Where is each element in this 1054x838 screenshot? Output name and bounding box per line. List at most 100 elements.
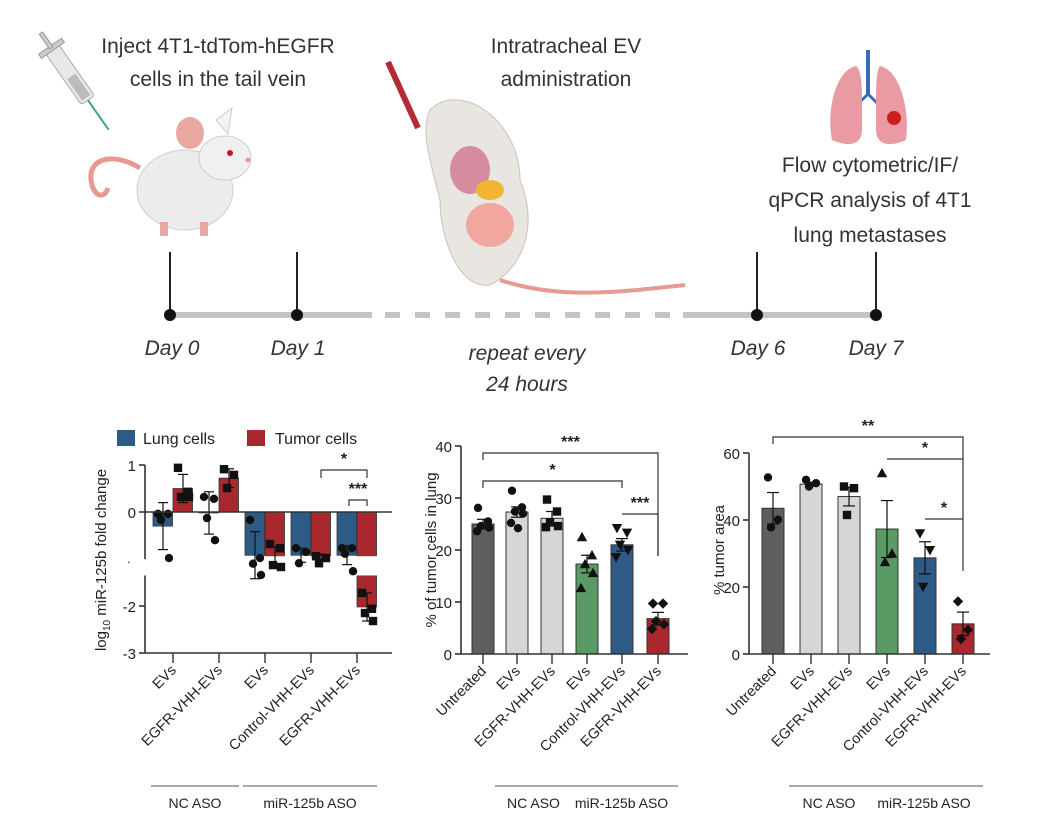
data-point (575, 582, 587, 593)
step3-text-line1: Flow cytometric/IF/ (782, 154, 958, 177)
day-1-label: Day 1 (271, 337, 326, 360)
y-tick-label: 1 (128, 458, 136, 475)
data-point (484, 523, 494, 532)
data-point (553, 521, 563, 531)
data-point (962, 624, 974, 636)
step3-text-line3: lung metastases (794, 224, 947, 247)
group-label: miR-125b ASO (877, 795, 970, 811)
data-point (622, 545, 634, 556)
timeline-day-marker (291, 309, 303, 321)
group-label: miR-125b ASO (575, 795, 668, 811)
significance-label: * (941, 500, 948, 517)
bar-0 (471, 523, 495, 655)
data-point (348, 567, 358, 576)
data-point (255, 553, 265, 563)
data-point (291, 543, 301, 553)
y-tick-label: -2 (123, 599, 136, 616)
data-point (552, 507, 562, 516)
group-label: NC ASO (803, 795, 856, 811)
data-point (849, 483, 859, 493)
data-point (924, 545, 936, 556)
x-category-label: EVs (242, 663, 272, 693)
significance-bracket (482, 480, 623, 488)
legend-swatch-tumor (247, 430, 265, 446)
y-tick-label: 0 (128, 505, 136, 522)
bar-tumor-3 (310, 511, 331, 558)
bar-4 (610, 544, 634, 655)
repeat-text-line2: 24 hours (485, 373, 568, 396)
group-label: NC ASO (507, 795, 560, 811)
data-point (360, 608, 370, 618)
legend-swatch-lung (117, 430, 135, 446)
timeline-axis (164, 252, 882, 321)
x-category-label: EVs (864, 664, 894, 694)
data-point (542, 495, 552, 504)
data-point (248, 559, 258, 568)
y-tick-label: 60 (723, 446, 740, 463)
data-point (621, 528, 633, 539)
data-point (222, 483, 232, 493)
data-point (610, 553, 622, 563)
data-point (879, 556, 891, 567)
significance-label: * (922, 440, 929, 457)
data-point (763, 473, 773, 482)
y-tick-label: 40 (723, 513, 740, 530)
data-point (541, 522, 551, 532)
y-tick-label: 0 (732, 647, 740, 664)
data-point (156, 515, 166, 525)
data-point (647, 598, 659, 609)
y-tick-label: -3 (123, 646, 136, 663)
chart1-ylabel: log10 miR-125b fold change (93, 469, 113, 651)
timeline-day-marker (870, 309, 882, 321)
step3-text-line2: qPCR analysis of 4T1 (768, 189, 971, 212)
x-category-label: EGFR-VHH-EVs (277, 663, 364, 750)
data-point (658, 619, 670, 630)
data-point (839, 482, 849, 491)
data-point (294, 559, 304, 568)
data-point (209, 494, 219, 504)
significance-label: *** (349, 481, 368, 498)
data-point (472, 527, 482, 536)
axis-break-mark: . (127, 551, 131, 566)
bar-2 (540, 517, 564, 655)
x-category-label: EVs (150, 663, 180, 693)
data-point (842, 510, 852, 520)
bar-3 (575, 563, 599, 655)
data-point (164, 553, 174, 563)
timeline-day-marker (164, 309, 176, 321)
x-category-label: EVs (494, 664, 524, 694)
data-point (510, 507, 520, 516)
data-point (219, 465, 229, 474)
day-6-label: Day 6 (731, 337, 786, 360)
data-point (513, 523, 523, 533)
data-point (506, 518, 516, 528)
data-point (517, 503, 527, 512)
data-point (321, 553, 331, 563)
data-point (256, 570, 266, 580)
significance-bracket (348, 499, 368, 506)
group-label: NC ASO (169, 795, 222, 811)
bar-2 (837, 496, 861, 655)
data-point (611, 523, 623, 534)
data-point (914, 529, 926, 539)
bar-1 (799, 483, 823, 655)
data-point (952, 596, 964, 607)
data-point (579, 558, 591, 569)
data-point (886, 548, 898, 558)
data-point (202, 513, 212, 523)
data-point (311, 551, 321, 561)
y-tick-label: 40 (435, 439, 452, 456)
data-point (276, 562, 286, 572)
data-point (646, 623, 658, 635)
significance-label: * (341, 451, 348, 468)
data-point (183, 487, 193, 496)
data-point (518, 509, 528, 518)
data-point (229, 470, 239, 480)
significance-label: *** (561, 434, 580, 451)
mouse-icon (88, 106, 252, 236)
data-point (275, 543, 285, 553)
x-category-label: EGFR-VHH-EVs (139, 663, 226, 750)
data-point (811, 478, 821, 488)
x-category-label: EVs (564, 664, 594, 694)
